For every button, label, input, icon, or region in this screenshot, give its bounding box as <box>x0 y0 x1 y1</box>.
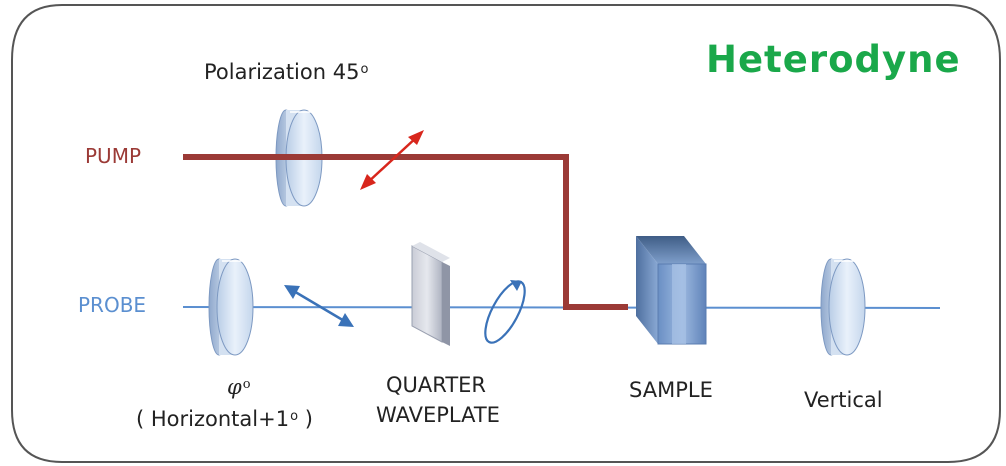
diagram-frame <box>11 4 1001 463</box>
analyzer-label: Vertical <box>804 388 883 412</box>
quarter-waveplate-label: QUARTER WAVEPLATE <box>376 370 500 430</box>
probe-angle-note: ( Horizontal+1o ) <box>136 407 313 431</box>
probe-angle-symbol: φo <box>227 375 251 399</box>
probe-linear-polarization-arrow-icon <box>284 285 354 327</box>
pump-label: PUMP <box>85 144 142 168</box>
pump-polarization-label: Polarization 45o <box>204 60 369 84</box>
pump-beam <box>183 154 628 310</box>
sample-label: SAMPLE <box>629 378 713 402</box>
quarter-waveplate-label-line-1: QUARTER <box>385 373 487 397</box>
quarter-waveplate-icon <box>411 242 450 346</box>
analyzer-polarizer-lens-icon <box>820 258 866 356</box>
diagram-title: Heterodyne <box>706 38 961 81</box>
pump-linear-polarization-arrow-icon <box>360 130 424 190</box>
probe-beam <box>182 306 941 309</box>
sample-block-icon <box>636 236 707 345</box>
probe-polarizer-lens-icon <box>208 258 254 356</box>
probe-label: PROBE <box>78 293 147 317</box>
quarter-waveplate-label-line-2: WAVEPLATE <box>376 403 500 427</box>
circular-polarization-icon <box>484 280 526 344</box>
